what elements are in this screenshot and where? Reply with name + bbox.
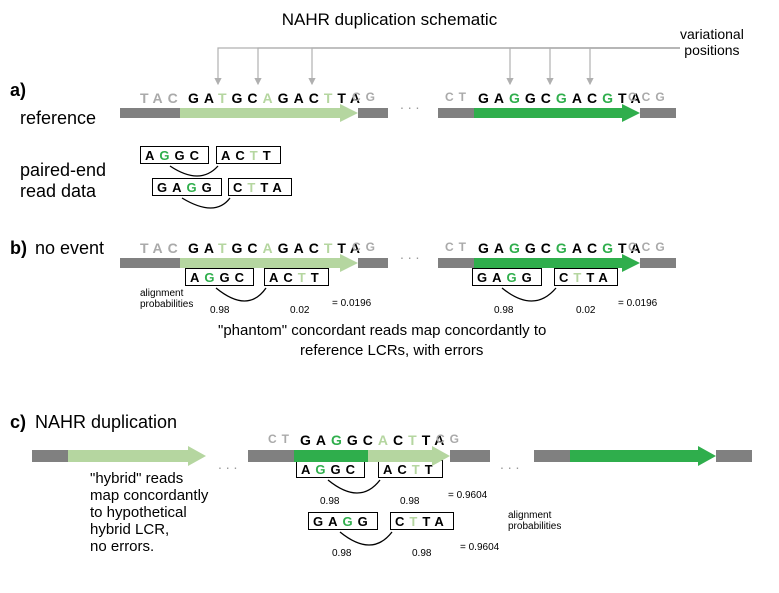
read-c-r2: ACTT <box>378 460 443 478</box>
ellipsis-a: . . . <box>400 96 419 112</box>
read-c-r3: GAGG <box>308 512 378 530</box>
seq-right-pre: CT <box>445 90 471 104</box>
prob-b4: 0.02 <box>576 305 595 316</box>
ellipsis-c1: . . . <box>218 456 237 472</box>
read-b-r3: GAGG <box>472 268 542 286</box>
prob-c3: 0.98 <box>332 548 351 559</box>
phantom-caption-1: "phantom" concordant reads map concordan… <box>218 322 546 339</box>
seq-b-left-flank: TAC <box>140 240 183 256</box>
seq-c-pre: CT <box>268 432 294 446</box>
phantom-caption-2: reference LCRs, with errors <box>300 342 483 359</box>
hybrid-caption: "hybrid" reads map concordantly to hypot… <box>90 470 208 555</box>
read-box-r3: GAGG <box>152 178 222 196</box>
seq-c-post: CG <box>436 432 464 446</box>
read-c-r1: AGGC <box>296 460 365 478</box>
seq-b-right-post: CCG <box>628 240 670 254</box>
seq-b-right-pre: CT <box>445 240 471 254</box>
nahr-dup-label: NAHR duplication <box>35 412 177 433</box>
eq-c2: = 0.9604 <box>460 542 499 553</box>
read-b-r4: CTTA <box>554 268 618 286</box>
prob-b3: 0.98 <box>494 305 513 316</box>
eq-b1: = 0.0196 <box>332 298 371 309</box>
light-green-arrow-a <box>180 104 358 122</box>
read-b-r1: AGGC <box>185 268 254 286</box>
seq-b-left-post: CG <box>352 240 380 254</box>
seq-right-lcr: GAGGCGACGTA <box>478 90 646 106</box>
prob-b2: 0.02 <box>290 305 309 316</box>
prob-b1: 0.98 <box>210 305 229 316</box>
eq-c1: = 0.9604 <box>448 490 487 501</box>
seq-right-post: CCG <box>628 90 670 104</box>
ellipsis-c2: . . . <box>500 456 519 472</box>
seq-left-post: CG <box>352 90 380 104</box>
read-box-r1: AGGC <box>140 146 209 164</box>
seq-c-lcr: GAGGCACTTA <box>300 432 449 448</box>
seq-b-right-lcr: GAGGCGACGTA <box>478 240 646 256</box>
dark-green-arrow-a <box>474 104 640 122</box>
prob-c1: 0.98 <box>320 496 339 507</box>
read-b-r2: ACTT <box>264 268 329 286</box>
panel-b-label: b) <box>10 238 27 259</box>
align-prob-label-b: alignment probabilities <box>140 288 193 310</box>
read-box-r2: ACTT <box>216 146 281 164</box>
diagram-title: NAHR duplication schematic <box>0 10 779 30</box>
paired-end-label: paired-end read data <box>20 160 106 202</box>
prob-c4: 0.98 <box>412 548 431 559</box>
no-event-label: no event <box>35 238 104 259</box>
panel-a-label: a) <box>10 80 26 101</box>
reference-label: reference <box>20 108 96 129</box>
read-box-r4: CTTA <box>228 178 292 196</box>
align-prob-label-c: alignment probabilities <box>508 510 561 532</box>
panel-c-label: c) <box>10 412 26 433</box>
read-c-r4: CTTA <box>390 512 454 530</box>
variational-label: variational positions <box>680 26 744 58</box>
seq-left-lcr: GATGCAGACTTA <box>188 90 365 106</box>
seq-b-left-lcr: GATGCAGACTTA <box>188 240 365 256</box>
ellipsis-b: . . . <box>400 246 419 262</box>
eq-b2: = 0.0196 <box>618 298 657 309</box>
prob-c2: 0.98 <box>400 496 419 507</box>
seq-left-flank: TAC <box>140 90 183 106</box>
